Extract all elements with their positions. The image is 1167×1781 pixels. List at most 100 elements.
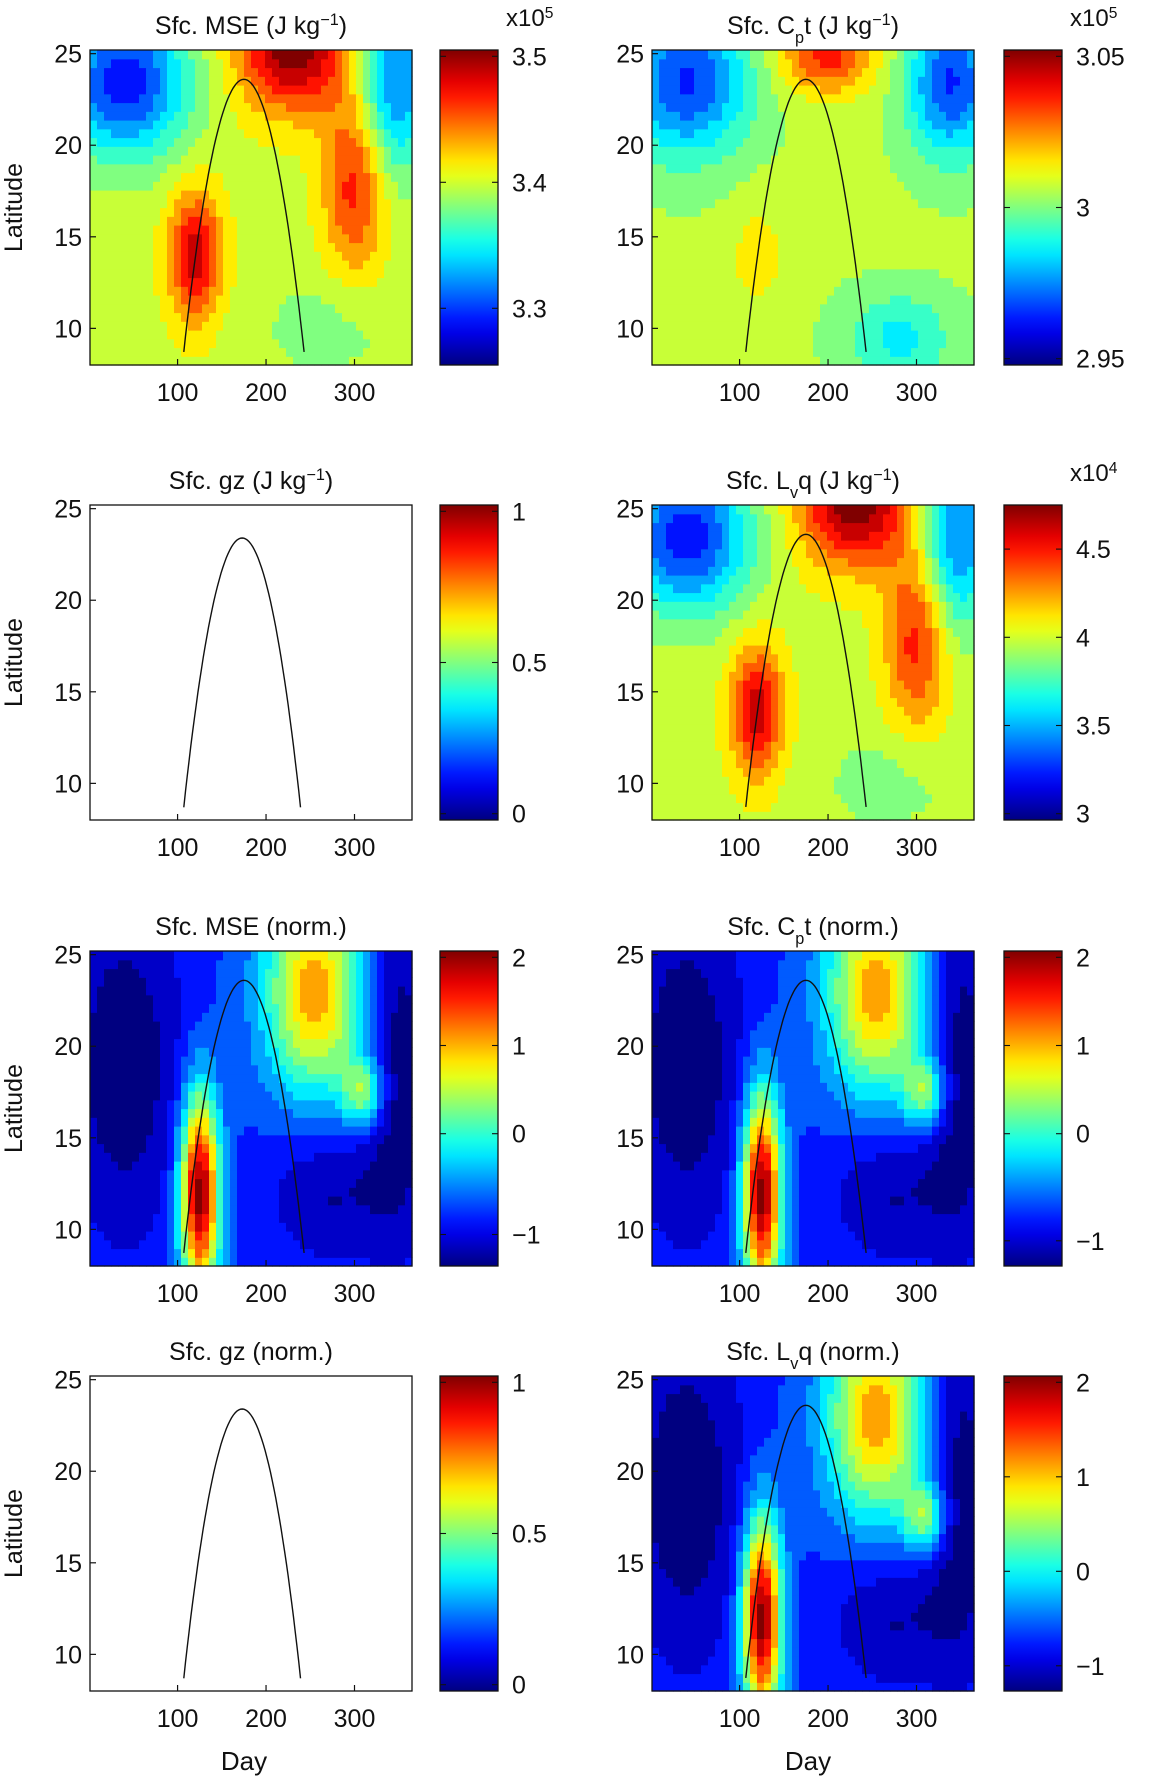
- heatmap-cell: [729, 303, 737, 314]
- heatmap-cell: [104, 268, 112, 279]
- heatmap-cell: [862, 645, 870, 655]
- heatmap-cell: [244, 225, 252, 235]
- heatmap-cell: [279, 286, 287, 296]
- heatmap-cell: [820, 102, 828, 112]
- heatmap-cell: [356, 50, 364, 60]
- heatmap-cell: [946, 618, 954, 629]
- heatmap-cell: [820, 601, 828, 611]
- heatmap-cell: [946, 233, 954, 244]
- heatmap-cell: [111, 146, 119, 156]
- heatmap-cell: [869, 76, 877, 86]
- heatmap-cell: [729, 50, 737, 60]
- heatmap-cell: [715, 163, 723, 174]
- heatmap-cell: [680, 277, 688, 287]
- heatmap-cell: [715, 181, 723, 191]
- heatmap-cell: [799, 102, 807, 112]
- heatmap-cell: [778, 50, 786, 60]
- heatmap-cell: [960, 347, 968, 357]
- heatmap-cell: [855, 111, 863, 121]
- heatmap-cell: [398, 120, 406, 130]
- heatmap-cell: [715, 303, 723, 314]
- heatmap-cell: [188, 102, 196, 112]
- heatmap-cell: [771, 732, 779, 742]
- heatmap-cell: [792, 785, 800, 795]
- heatmap-cell: [792, 548, 800, 559]
- heatmap-cell: [834, 303, 842, 314]
- heatmap-cell: [862, 557, 870, 567]
- heatmap-cell: [370, 295, 378, 305]
- heatmap-cell: [841, 58, 849, 69]
- heatmap-cell: [904, 575, 912, 585]
- heatmap-cell: [237, 67, 245, 77]
- heatmap-cell: [279, 233, 287, 244]
- heatmap-cell: [939, 330, 947, 340]
- heatmap-cell: [862, 662, 870, 672]
- heatmap-cell: [687, 785, 695, 795]
- heatmap-cell: [272, 277, 280, 287]
- heatmap-cell: [785, 785, 793, 795]
- heatmap-cell: [883, 181, 891, 191]
- heatmap-cell: [736, 216, 744, 226]
- heatmap-cell: [771, 706, 779, 716]
- heatmap-cell: [736, 277, 744, 287]
- heatmap-cell: [848, 522, 856, 532]
- heatmap-cell: [729, 58, 737, 69]
- heatmap-cell: [328, 58, 336, 69]
- heatmap-cell: [897, 128, 905, 139]
- heatmap-cell: [209, 312, 217, 322]
- heatmap-cell: [932, 146, 940, 156]
- heatmap-cell: [855, 137, 863, 147]
- heatmap-cell: [953, 785, 961, 795]
- heatmap-cell: [890, 566, 898, 576]
- heatmap-cell: [90, 356, 98, 366]
- heatmap-cell: [820, 575, 828, 585]
- heatmap-cell: [391, 338, 399, 349]
- heatmap-cell: [848, 583, 856, 594]
- heatmap-cell: [328, 347, 336, 357]
- heatmap-cell: [680, 137, 688, 147]
- heatmap-cell: [855, 627, 863, 637]
- heatmap-cell: [869, 356, 877, 366]
- heatmap-cell: [771, 85, 779, 95]
- heatmap-cell: [111, 93, 119, 104]
- heatmap-cell: [230, 67, 238, 77]
- heatmap-cell: [708, 688, 716, 699]
- heatmap-cell: [869, 653, 877, 664]
- heatmap-cell: [370, 216, 378, 226]
- heatmap-cell: [286, 137, 294, 147]
- heatmap-cell: [300, 295, 308, 305]
- heatmap-cell: [293, 58, 301, 69]
- heatmap-cell: [680, 181, 688, 191]
- heatmap-cell: [827, 295, 835, 305]
- heatmap-cell: [897, 330, 905, 340]
- heatmap-cell: [792, 155, 800, 165]
- heatmap-cell: [792, 163, 800, 174]
- heatmap-cell: [904, 172, 912, 182]
- heatmap-cell: [349, 303, 357, 314]
- heatmap-cell: [652, 618, 660, 629]
- heatmap-cell: [687, 321, 695, 331]
- heatmap-cell: [883, 268, 891, 279]
- heatmap-cell: [925, 85, 933, 95]
- heatmap-cell: [237, 312, 245, 322]
- heatmap-cell: [757, 137, 765, 147]
- heatmap-cell: [827, 137, 835, 147]
- heatmap-cell: [708, 592, 716, 602]
- heatmap-cell: [251, 216, 259, 226]
- heatmap-cell: [792, 295, 800, 305]
- heatmap-cell: [953, 732, 961, 742]
- heatmap-cell: [666, 662, 674, 672]
- heatmap-cell: [153, 137, 161, 147]
- heatmap-cell: [97, 85, 105, 95]
- heatmap-cell: [862, 601, 870, 611]
- heatmap-cell: [160, 295, 168, 305]
- heatmap-cell: [321, 347, 329, 357]
- heatmap-cell: [750, 50, 758, 60]
- heatmap-cell: [701, 653, 709, 664]
- heatmap-cell: [90, 128, 98, 139]
- heatmap-cell: [918, 548, 926, 559]
- heatmap-cell: [230, 58, 238, 69]
- heatmap-cell: [925, 295, 933, 305]
- heatmap-cell: [363, 120, 371, 130]
- heatmap-cell: [111, 76, 119, 86]
